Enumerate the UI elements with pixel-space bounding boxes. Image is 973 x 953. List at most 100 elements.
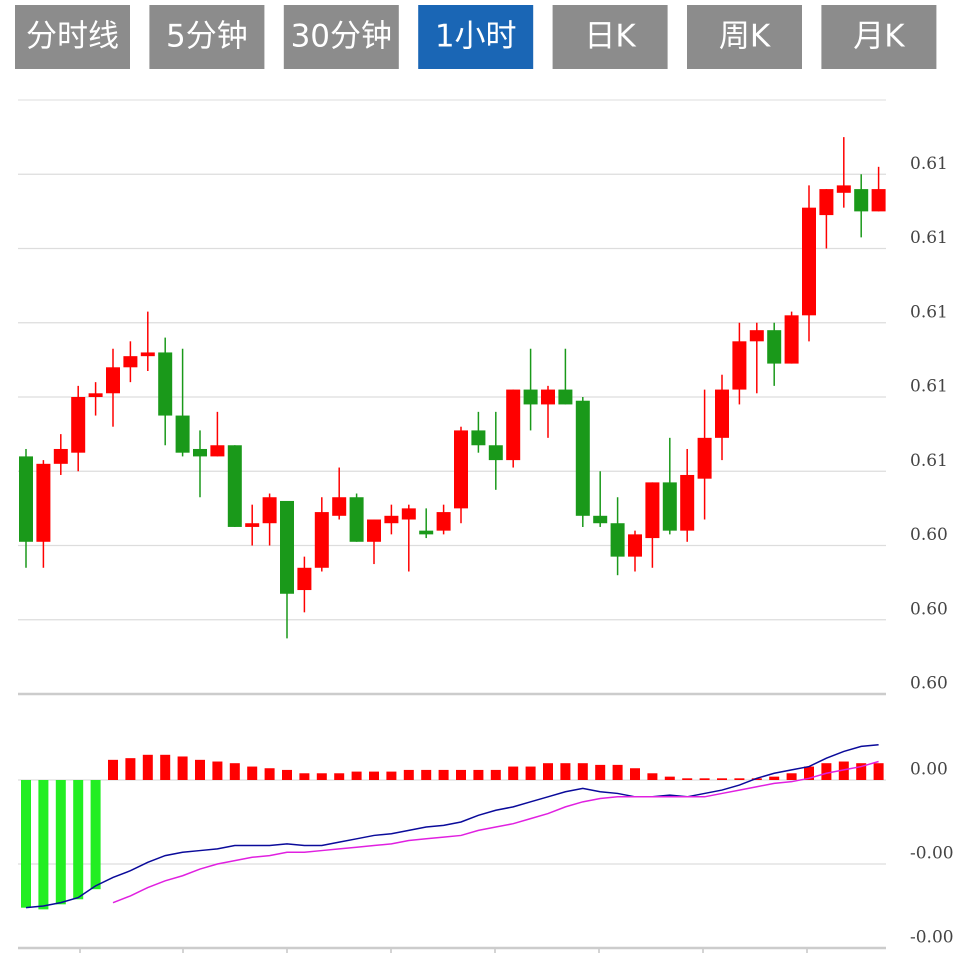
candle-body xyxy=(454,430,468,509)
candle-body xyxy=(610,523,625,557)
macd-bar xyxy=(560,763,571,780)
tab-label[interactable]: 30分钟 xyxy=(291,19,392,55)
macd-bar xyxy=(786,773,797,780)
macd-bar xyxy=(682,778,693,780)
candle-body xyxy=(488,445,503,461)
macd-bar xyxy=(282,769,292,780)
candle-body xyxy=(802,207,816,316)
macd-bar xyxy=(717,778,727,780)
y-tick-label: 0.61 xyxy=(910,377,948,397)
macd-bar xyxy=(873,763,884,780)
macd-bar xyxy=(769,776,780,780)
y-tick-label: 0.61 xyxy=(910,451,948,471)
macd-bar xyxy=(421,769,432,780)
macd-bar xyxy=(473,769,484,780)
candle-body xyxy=(401,508,416,520)
macd-bar xyxy=(334,773,345,780)
macd-bar xyxy=(804,766,814,780)
candle-body xyxy=(871,189,886,212)
macd-line xyxy=(25,743,879,909)
macd-bar xyxy=(195,759,205,780)
tab-button[interactable] xyxy=(821,5,937,69)
tab-button[interactable] xyxy=(418,5,534,69)
candle-body xyxy=(210,445,225,457)
y-tick-label: 0.61 xyxy=(910,154,948,174)
tab-button[interactable] xyxy=(687,5,802,69)
macd-line xyxy=(112,760,879,904)
tab-button[interactable] xyxy=(552,5,668,69)
y-tick-label: 0.61 xyxy=(910,228,948,248)
candle-body xyxy=(558,389,573,405)
tab-label[interactable]: 分时线 xyxy=(26,19,119,55)
candle-body xyxy=(367,519,381,542)
candle-body xyxy=(749,330,764,342)
y-tick-label: 0.60 xyxy=(910,674,948,694)
candle-body xyxy=(523,389,538,405)
candle-body xyxy=(419,530,434,535)
candle-body xyxy=(123,356,138,368)
y-tick-label: 0.61 xyxy=(910,302,948,322)
macd-bar xyxy=(525,766,536,780)
candle-body xyxy=(245,523,260,527)
macd-bar xyxy=(647,773,658,780)
macd-bar xyxy=(73,780,84,900)
tab-label[interactable]: 周K xyxy=(719,19,771,55)
tab-label[interactable]: 月K xyxy=(853,19,905,55)
macd-bar xyxy=(316,773,327,780)
candle-body xyxy=(575,400,590,516)
macd-bar xyxy=(577,763,588,780)
macd-bar xyxy=(838,761,849,780)
macd-bar xyxy=(264,768,275,780)
candle-body xyxy=(541,389,555,405)
macd-bar xyxy=(699,778,710,780)
macd-bar xyxy=(734,778,745,780)
macd-bar xyxy=(299,773,310,780)
macd-bar xyxy=(630,768,640,780)
macd-bar xyxy=(543,763,553,780)
candle-body xyxy=(332,497,347,516)
candle-body xyxy=(262,497,277,524)
candle-body xyxy=(732,341,747,390)
macd-bar xyxy=(351,771,362,780)
candle-body xyxy=(53,448,68,464)
macd-bar xyxy=(490,769,501,780)
tab-button[interactable] xyxy=(15,5,130,69)
macd-bar xyxy=(38,780,49,910)
candle-body xyxy=(436,512,451,531)
macd-bar xyxy=(21,780,31,908)
tab-label[interactable]: 日K xyxy=(584,19,636,55)
macd-bar xyxy=(229,763,240,780)
candle-body xyxy=(88,393,103,397)
macd-bar xyxy=(125,758,136,780)
macd-bar xyxy=(821,763,832,780)
macd-bar xyxy=(177,756,188,780)
macd-bar xyxy=(90,780,101,890)
candle-body xyxy=(297,567,312,591)
macd-bar xyxy=(508,766,519,780)
candle-body xyxy=(193,448,207,457)
macd-bar xyxy=(142,754,153,780)
candle-body xyxy=(819,189,834,216)
macd-bar xyxy=(247,766,258,780)
candle-body xyxy=(19,456,33,542)
candle-body xyxy=(645,482,660,539)
candle-body xyxy=(680,474,695,531)
candle-body xyxy=(471,430,486,446)
macd-bar xyxy=(403,769,414,780)
tab-label[interactable]: 1小时 xyxy=(435,19,517,55)
macd-bar xyxy=(369,771,379,780)
macd-bar xyxy=(751,778,762,780)
y-tick-label: -0.00 xyxy=(910,928,954,948)
macd-bar xyxy=(856,763,867,780)
candle-body xyxy=(384,515,399,524)
macd-bar xyxy=(386,771,397,780)
tab-button[interactable] xyxy=(149,5,265,69)
tab-button[interactable] xyxy=(283,5,399,69)
macd-bar xyxy=(55,780,66,905)
candle-body xyxy=(158,352,173,416)
tab-label[interactable]: 5分钟 xyxy=(166,19,248,55)
y-tick-label: 0.60 xyxy=(910,525,948,545)
y-tick-label: 0.00 xyxy=(910,760,948,780)
